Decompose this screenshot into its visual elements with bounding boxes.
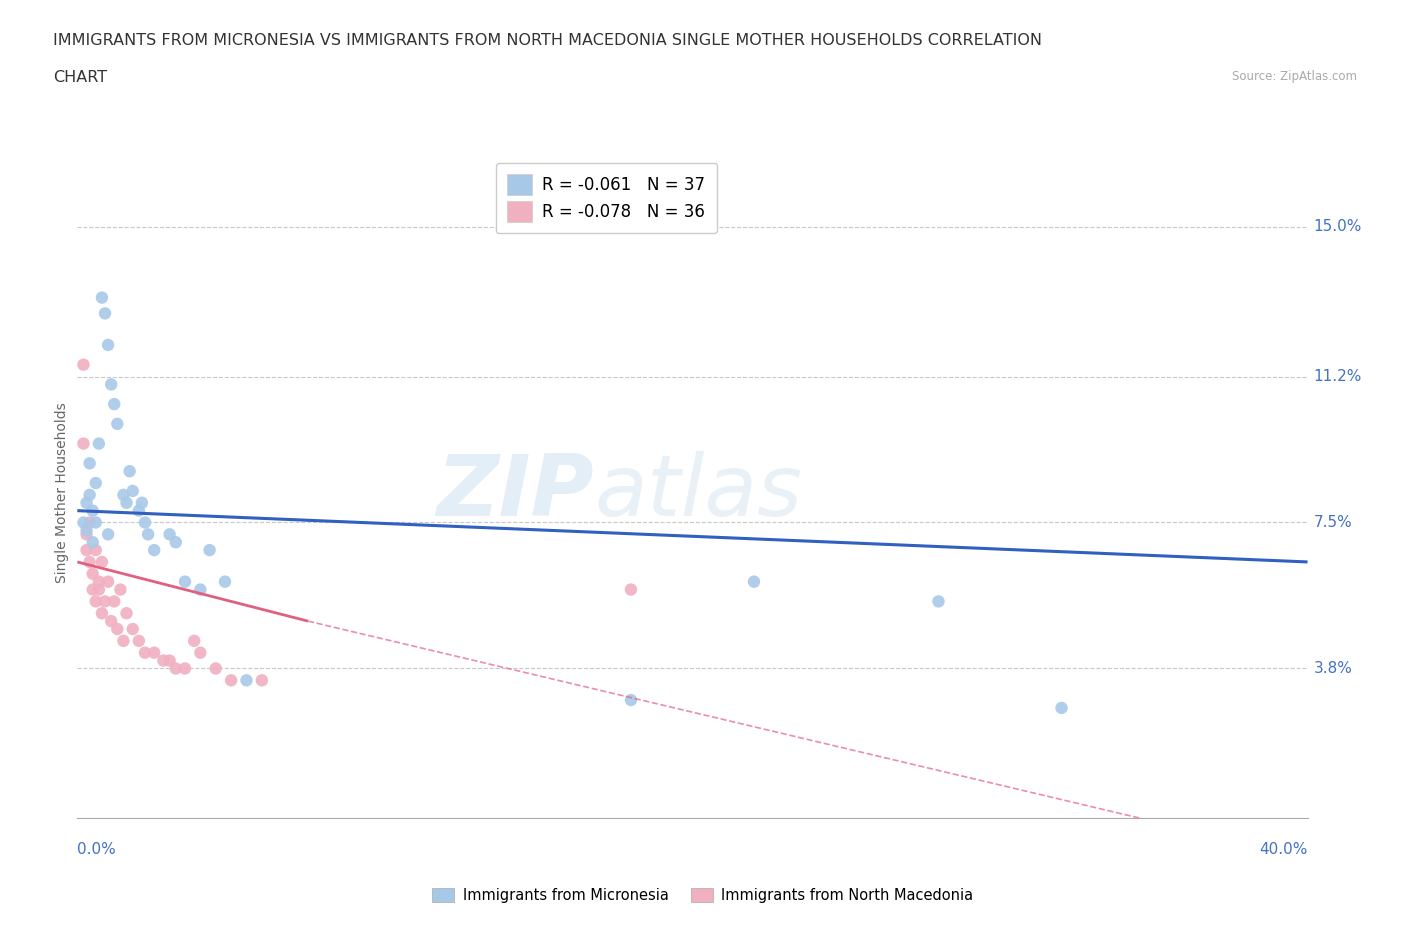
Point <box>84 594 107 609</box>
Point <box>121 621 143 636</box>
Point <box>128 633 150 648</box>
Point <box>100 377 122 392</box>
Text: 11.2%: 11.2% <box>1313 369 1362 384</box>
Point <box>94 594 117 609</box>
Legend: R = -0.061   N = 37, R = -0.078   N = 36: R = -0.061 N = 37, R = -0.078 N = 36 <box>496 163 717 233</box>
Y-axis label: Single Mother Households: Single Mother Households <box>55 403 69 583</box>
Point <box>1050 700 1073 715</box>
Point <box>620 582 643 597</box>
Point <box>165 535 187 550</box>
Point <box>72 436 94 451</box>
Point <box>115 496 138 511</box>
Point <box>183 633 205 648</box>
Point <box>87 436 110 451</box>
Point <box>134 515 156 530</box>
Point <box>97 527 120 542</box>
Point <box>136 527 159 542</box>
Point <box>79 456 101 471</box>
Point <box>131 496 153 511</box>
Point <box>121 484 143 498</box>
Point <box>100 614 122 629</box>
Point <box>82 566 104 581</box>
Point <box>82 503 104 518</box>
Point <box>159 527 181 542</box>
Point <box>105 417 128 432</box>
Point <box>620 693 643 708</box>
Point <box>84 543 107 558</box>
Point <box>128 503 150 518</box>
Point <box>105 621 128 636</box>
Point <box>82 535 104 550</box>
Point <box>235 673 257 688</box>
Point <box>165 661 187 676</box>
Point <box>118 464 141 479</box>
Text: 3.8%: 3.8% <box>1313 661 1353 676</box>
Point <box>87 582 110 597</box>
Point <box>219 673 242 688</box>
Text: 7.5%: 7.5% <box>1313 515 1353 530</box>
Point <box>928 594 950 609</box>
Point <box>103 397 125 412</box>
Point <box>143 645 166 660</box>
Point <box>90 605 114 620</box>
Point <box>159 653 181 668</box>
Point <box>76 527 98 542</box>
Point <box>110 582 132 597</box>
Point <box>76 543 98 558</box>
Point <box>143 543 166 558</box>
Point <box>82 582 104 597</box>
Point <box>103 594 125 609</box>
Point <box>152 653 174 668</box>
Point <box>174 574 197 589</box>
Point <box>134 645 156 660</box>
Text: 40.0%: 40.0% <box>1260 842 1308 857</box>
Point <box>90 290 114 305</box>
Point <box>72 357 94 372</box>
Point <box>188 645 212 660</box>
Text: 0.0%: 0.0% <box>77 842 117 857</box>
Text: IMMIGRANTS FROM MICRONESIA VS IMMIGRANTS FROM NORTH MACEDONIA SINGLE MOTHER HOUS: IMMIGRANTS FROM MICRONESIA VS IMMIGRANTS… <box>53 33 1042 47</box>
Point <box>112 487 135 502</box>
Point <box>198 543 221 558</box>
Point <box>84 515 107 530</box>
Point <box>76 523 98 538</box>
Point <box>214 574 236 589</box>
Text: CHART: CHART <box>53 70 107 85</box>
Point <box>112 633 135 648</box>
Point <box>72 515 94 530</box>
Point <box>97 574 120 589</box>
Point <box>174 661 197 676</box>
Point <box>204 661 226 676</box>
Point <box>97 338 120 352</box>
Point <box>79 515 101 530</box>
Point <box>90 554 114 569</box>
Text: ZIP: ZIP <box>436 451 595 535</box>
Point <box>87 574 110 589</box>
Text: Source: ZipAtlas.com: Source: ZipAtlas.com <box>1232 70 1357 83</box>
Point <box>742 574 765 589</box>
Point <box>115 605 138 620</box>
Point <box>79 554 101 569</box>
Point <box>76 496 98 511</box>
Legend: Immigrants from Micronesia, Immigrants from North Macedonia: Immigrants from Micronesia, Immigrants f… <box>426 882 980 909</box>
Point <box>250 673 273 688</box>
Point <box>94 306 117 321</box>
Text: 15.0%: 15.0% <box>1313 219 1362 234</box>
Point <box>84 475 107 490</box>
Point <box>188 582 212 597</box>
Text: atlas: atlas <box>595 451 801 535</box>
Point <box>79 487 101 502</box>
